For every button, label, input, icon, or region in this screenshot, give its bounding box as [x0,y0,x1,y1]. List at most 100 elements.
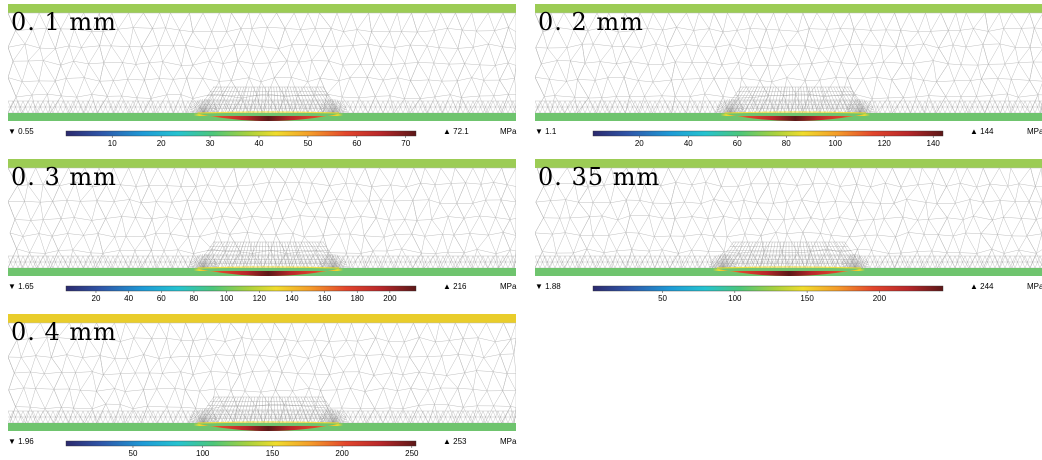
colorbar-tick: 20 [92,291,101,303]
colorbar-gradient [592,130,944,137]
colorbar-tick-label: 150 [266,449,280,458]
colorbar-tick-label: 40 [124,294,133,303]
stress-panel-0-3mm: 0. 3 mm ▼ 1.65 20 40 60 80 100 120 140 160 180 20… [8,158,516,305]
colorbar-tick: 40 [684,136,693,148]
top-plate [8,159,516,168]
colorbar-tick-label: 50 [303,139,312,148]
colorbar-max-label: ▲ 244 [970,282,994,291]
unit-label: MPa [1027,127,1042,136]
top-plate [8,4,516,13]
colorbar: 50 100 150 200 250 [65,440,419,458]
colorbar-tick-label: 60 [733,139,742,148]
colorbar-tick: 20 [635,136,644,148]
top-plate [8,314,516,323]
mesh-lines [535,12,1042,114]
refined-mesh [8,100,516,114]
colorbar-max-label: ▲ 253 [443,437,467,446]
colorbar-tick-label: 60 [352,139,361,148]
mesh-plot [8,314,516,431]
colorbar-tick: 150 [266,446,280,458]
colorbar-min-label: ▼ 1.1 [535,127,557,136]
colorbar-max-value: 72.1 [453,127,469,136]
colorbar-max-label: ▲ 72.1 [443,127,469,136]
mesh-plot [8,4,516,121]
colorbar-tick: 80 [782,136,791,148]
thickness-label: 0. 35 mm [538,163,661,191]
colorbar-tick: 200 [383,291,397,303]
colorbar-tick-label: 140 [285,294,299,303]
colorbar-max-value: 244 [980,282,994,291]
colorbar-tick-label: 80 [189,294,198,303]
colorbar-tick-label: 120 [878,139,892,148]
colorbar-tick-label: 160 [318,294,332,303]
colorbar-tick-label: 100 [829,139,843,148]
thickness-label: 0. 2 mm [538,8,644,36]
colorbar-tick: 60 [157,291,166,303]
colorbar-gradient [65,285,417,292]
mesh-plot [535,159,1042,276]
unit-label: MPa [500,282,517,291]
thickness-label: 0. 1 mm [11,8,117,36]
colorbar-tick: 20 [157,136,166,148]
colorbar-tick-label: 60 [157,294,166,303]
contact-mesh [189,396,348,424]
colorbar-tick-label: 250 [405,449,419,458]
colorbar-tick-label: 20 [157,139,166,148]
colorbar-tick: 50 [129,446,138,458]
colorbar-tick: 250 [405,446,419,458]
colorbar-tick: 100 [220,291,234,303]
colorbar-tick: 40 [255,136,264,148]
contact-stress-zone [720,113,871,121]
colorbar-tick-label: 200 [383,294,397,303]
mesh-plot [8,159,516,276]
colorbar-tick: 40 [124,291,134,303]
mesh-lines [535,167,1042,269]
refined-mesh [8,410,516,424]
unit-label: MPa [1027,282,1042,291]
colorbar-max-value: 216 [453,282,467,291]
colorbar-tick-label: 50 [129,449,138,458]
colorbar-tick-label: 80 [782,139,791,148]
colorbar-tick: 100 [829,136,843,148]
colorbar-tick-label: 200 [873,294,887,303]
mesh-lines [8,322,516,424]
unit-label: MPa [500,437,517,446]
contact-mesh [189,86,348,114]
contact-stress-zone [193,268,344,276]
colorbar-row: ▼ 1.65 20 40 60 80 100 120 140 160 180 200 ▲ 216 … [8,280,518,305]
colorbar-tick: 160 [318,291,332,303]
colorbar-gradient [65,440,417,447]
colorbar-tick: 60 [352,136,362,148]
colorbar-tick: 120 [878,136,892,148]
colorbar-tick: 10 [108,136,117,148]
top-plate [535,159,1042,168]
refined-mesh [535,100,1042,114]
colorbar-tick-label: 20 [92,294,101,303]
colorbar-tick: 200 [335,446,349,458]
colorbar-max-label: ▲ 144 [970,127,994,136]
colorbar-tick-label: 20 [635,139,644,148]
colorbar-min-label: ▼ 1.65 [8,282,34,291]
colorbar-row: ▼ 0.55 10 20 30 40 50 60 70 ▲ 72.1 MPa [8,125,518,150]
colorbar-min-value: 1.1 [545,127,557,136]
colorbar-row: ▼ 1.88 50 100 150 200 ▲ 244 MPa [535,280,1042,305]
colorbar-tick-label: 150 [800,294,814,303]
colorbar-tick-label: 140 [927,139,941,148]
colorbar-tick: 70 [401,136,411,148]
colorbar-max-value: 144 [980,127,994,136]
colorbar-min-value: 1.96 [18,437,34,446]
colorbar-tick-label: 100 [196,449,210,458]
colorbar-tick-label: 10 [108,139,117,148]
mesh-plot [535,4,1042,121]
unit-label: MPa [500,127,517,136]
colorbar-min-label: ▼ 1.96 [8,437,34,446]
top-plate [535,4,1042,13]
colorbar-tick: 200 [873,291,887,303]
colorbar-tick-label: 100 [220,294,234,303]
colorbar-tick-label: 70 [401,139,410,148]
colorbar-tick-label: 50 [658,294,667,303]
colorbar-max-value: 253 [453,437,467,446]
contact-mesh [709,241,869,269]
colorbar-tick: 60 [733,136,742,148]
colorbar-tick: 180 [351,291,364,303]
